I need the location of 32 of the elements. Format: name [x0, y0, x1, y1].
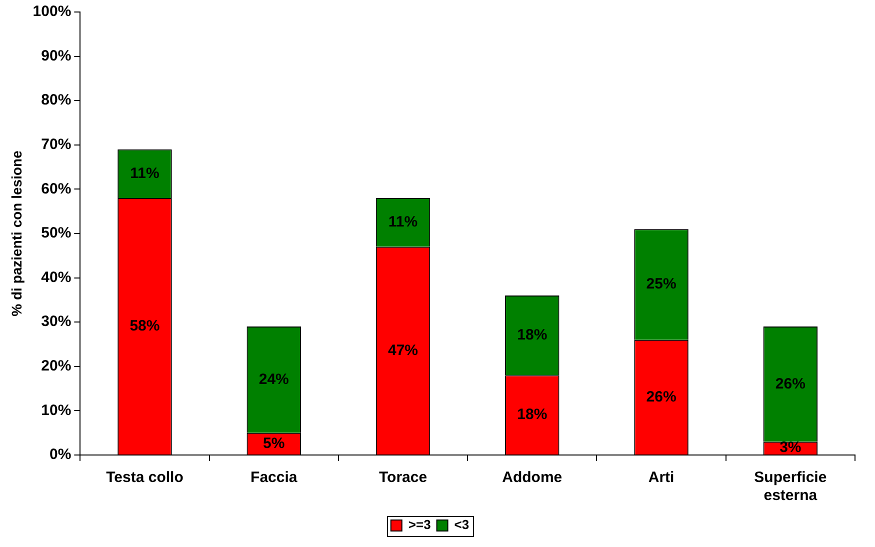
data-label: 11%: [388, 214, 418, 231]
data-label: 26%: [646, 388, 676, 406]
data-label: 47%: [388, 342, 418, 359]
x-tick-label: Superficie esterna: [754, 469, 827, 504]
legend-label: <3: [454, 517, 470, 532]
x-tick-label: Torace: [378, 469, 428, 486]
y-tick-label: 100%: [32, 3, 72, 20]
y-tick-label: 60%: [41, 180, 72, 198]
y-tick-label: 70%: [41, 136, 72, 154]
x-tick-label: Addome: [502, 469, 562, 486]
x-tick-label: Faccia: [250, 469, 298, 486]
x-tick-label: Arti: [648, 469, 674, 486]
y-tick-label: 0%: [49, 446, 72, 464]
y-tick-label: 80%: [41, 92, 72, 109]
y-axis-title: % di pazienti con lesione: [8, 150, 24, 316]
y-tick-label: 50%: [41, 224, 72, 242]
x-tick-label: Testa collo: [106, 469, 184, 486]
legend-label: >=3: [408, 517, 431, 532]
data-label: 18%: [517, 406, 548, 424]
data-label: 24%: [258, 370, 289, 388]
data-label: 58%: [130, 317, 160, 334]
y-tick-label: 30%: [41, 313, 72, 330]
data-label: 18%: [517, 326, 548, 344]
data-label: 5%: [263, 434, 285, 452]
y-tick-label: 10%: [41, 402, 72, 419]
y-tick-label: 90%: [41, 47, 72, 64]
y-tick-label: 20%: [41, 358, 72, 375]
data-label: 26%: [775, 375, 806, 392]
data-label: 25%: [646, 276, 676, 293]
data-label: 3%: [780, 439, 802, 456]
data-label: 11%: [130, 164, 160, 182]
y-tick-label: 40%: [41, 268, 72, 286]
